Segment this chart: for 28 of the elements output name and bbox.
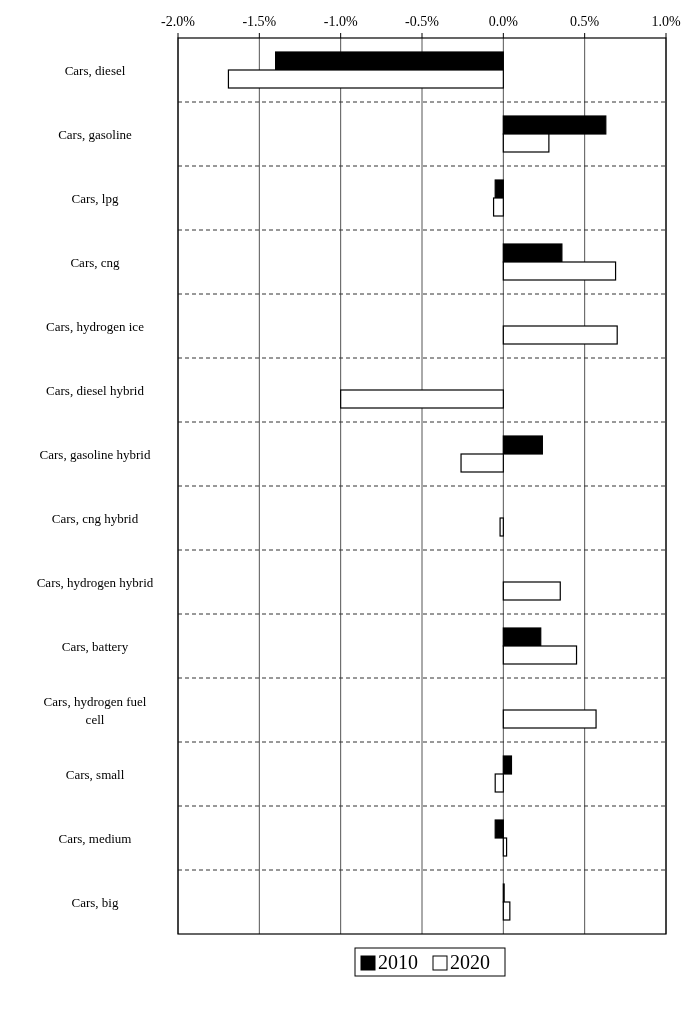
bar <box>502 581 561 601</box>
x-tick-label: 0.0% <box>488 14 519 29</box>
y-tick-label: Cars, hydrogen fuel cell <box>43 694 147 727</box>
bar <box>502 709 597 729</box>
y-tick-label: Cars, medium <box>58 831 132 846</box>
y-tick-label: Cars, lpg <box>71 191 119 206</box>
y-tick-label: Cars, hydrogen hybrid <box>36 575 154 590</box>
y-tick-label: Cars, battery <box>61 639 129 654</box>
x-tick-label: 1.0% <box>651 14 681 29</box>
bar <box>499 517 504 537</box>
x-tick-label: -1.0% <box>323 14 358 29</box>
y-tick-label: Cars, diesel hybrid <box>46 383 145 398</box>
y-tick-label: Cars, hydrogen ice <box>46 319 145 334</box>
legend-label: 2010 <box>378 951 418 973</box>
x-tick-label: 0.5% <box>570 14 600 29</box>
x-tick-label: -2.0% <box>161 14 196 29</box>
y-tick-label: Cars, cng <box>70 255 121 270</box>
x-tick-label: -1.5% <box>242 14 277 29</box>
legend-label: 2020 <box>450 951 490 973</box>
y-tick-label: Cars, gasoline <box>58 127 133 142</box>
x-tick-label: -0.5% <box>405 14 440 29</box>
bar <box>502 325 618 345</box>
y-tick-label: Cars, gasoline hybrid <box>39 447 151 462</box>
y-tick-label: Cars, small <box>65 767 125 782</box>
y-tick-label: Cars, diesel <box>64 63 126 78</box>
bar <box>340 389 504 409</box>
y-tick-label: Cars, big <box>71 895 119 910</box>
y-tick-label: Cars, cng hybrid <box>51 511 139 526</box>
